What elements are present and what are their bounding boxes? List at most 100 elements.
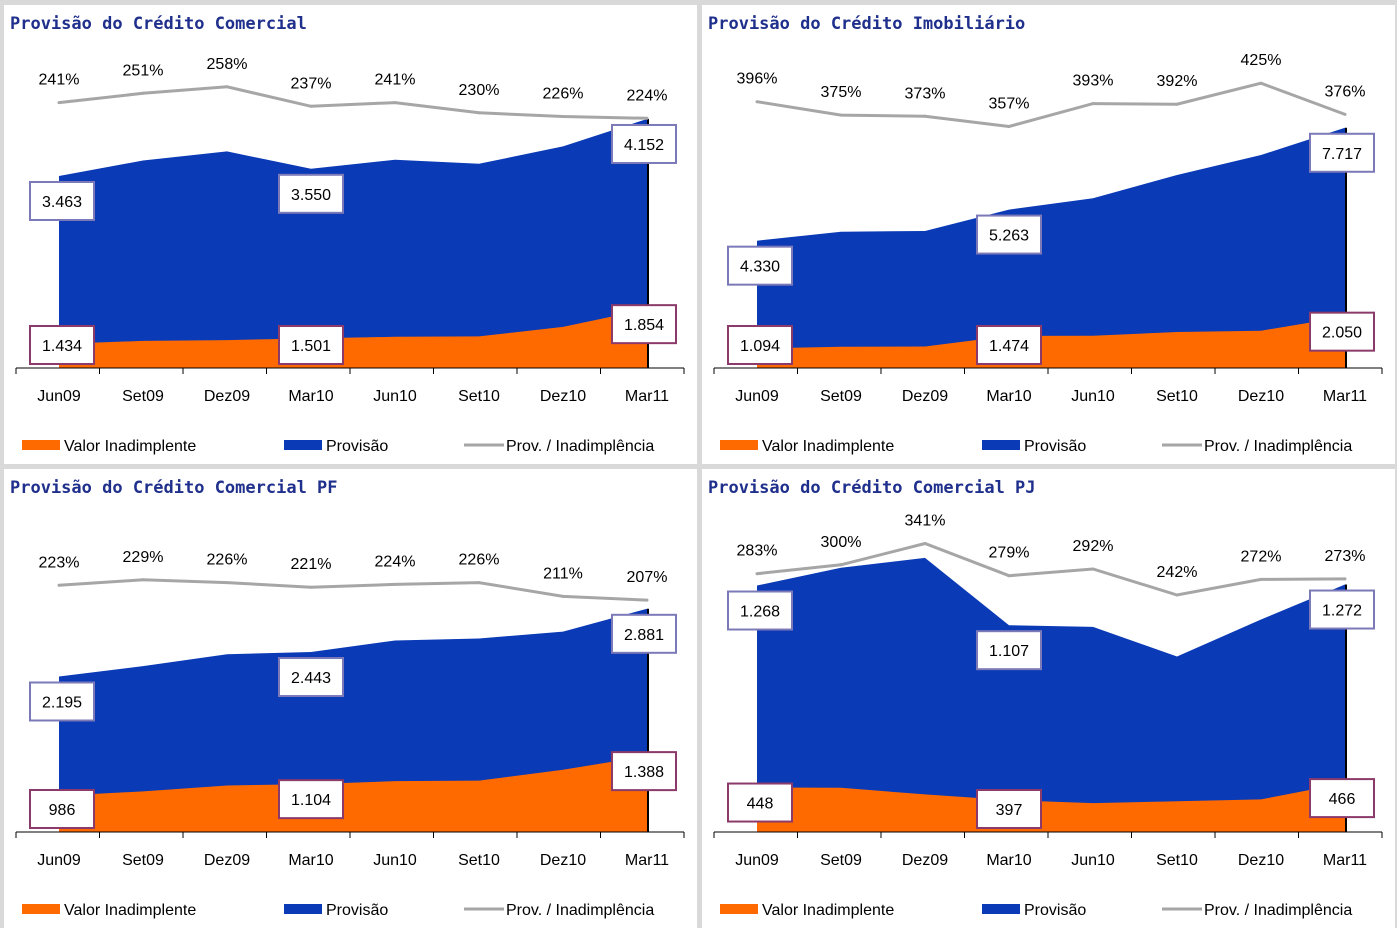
provisao-data-label: 1.272 [1309,589,1375,630]
valor-data-label-box [611,304,677,345]
valor-data-label-box [1309,311,1375,352]
legend-valor-swatch [22,440,60,450]
provisao-data-label-box [727,590,793,631]
ratio-point [477,111,481,115]
valor-data-label-text: 448 [747,796,774,813]
ratio-point [477,581,481,585]
provisao-data-label-box [976,214,1042,255]
legend-ratio-label: Prov. / Inadimplência [506,438,654,455]
ratio-data-label: 292% [1073,538,1114,555]
legend-valor-label: Valor Inadimplente [64,438,196,455]
ratio-data-label: 272% [1241,548,1282,565]
ratio-point [645,598,649,602]
ratio-data-label: 425% [1241,52,1282,69]
x-tick-label: Jun10 [1071,852,1115,869]
x-tick-label: Set09 [820,852,862,869]
chart-panel-imobiliario: Provisão do Crédito Imobiliário Jun09 Set0… [702,5,1395,464]
x-tick-label: Set10 [1156,388,1198,405]
ratio-point [1343,112,1347,116]
provisao-data-label-box [29,681,95,722]
ratio-point [1259,81,1263,85]
ratio-data-label: 392% [1157,73,1198,90]
ratio-data-label: 224% [375,553,416,570]
x-tick-label: Mar11 [625,852,669,869]
ratio-data-label: 241% [39,72,80,89]
legend-valor-label: Valor Inadimplente [762,902,894,919]
valor-data-label-text: 466 [1329,791,1356,808]
ratio-data-label: 283% [737,543,778,560]
x-tick-label: Mar11 [1323,388,1367,405]
x-tick-label: Jun10 [1071,388,1115,405]
valor-data-label-box [976,789,1042,829]
provisao-data-label-text: 1.272 [1322,603,1362,620]
x-tick-label: Set09 [122,388,164,405]
ratio-data-label: 258% [207,56,248,73]
ratio-data-label: 357% [989,96,1030,113]
provisao-data-label-text: 2.881 [624,627,664,644]
valor-data-label: 986 [29,789,95,829]
valor-data-label: 1.854 [611,304,677,345]
x-tick-label: Mar10 [288,388,333,405]
x-tick-label: Set10 [1156,852,1198,869]
valor-data-label: 2.050 [1309,311,1375,352]
provisao-data-label: 2.443 [278,657,344,698]
x-tick-label: Jun09 [735,388,779,405]
ratio-data-label: 393% [1073,73,1114,90]
ratio-data-label: 229% [123,549,164,566]
ratio-data-label: 207% [627,569,668,586]
x-tick-label: Mar10 [986,852,1031,869]
ratio-data-label: 223% [39,554,80,571]
ratio-point [1007,125,1011,128]
x-tick-label: Jun09 [37,388,81,405]
x-tick-label: Set10 [458,388,500,405]
valor-data-label-box [29,789,95,829]
x-tick-label: Mar10 [986,388,1031,405]
ratio-data-label: 241% [375,72,416,89]
legend-provisao-label: Provisão [326,902,388,919]
provisao-data-label: 3.550 [278,173,344,214]
ratio-point [57,583,61,587]
ratio-data-label: 226% [207,552,248,569]
provisao-data-label-box [278,657,344,698]
ratio-data-label: 211% [543,565,583,582]
ratio-point [1175,102,1179,106]
ratio-point [1007,574,1011,578]
x-tick-label: Dez09 [902,852,948,869]
provisao-data-label-text: 3.550 [291,187,331,204]
legend-valor-swatch [720,440,758,450]
valor-inadimplente-area [59,756,647,832]
x-tick-label: Mar10 [288,852,333,869]
ratio-point [755,100,759,104]
valor-data-label-box [727,325,793,365]
ratio-point [755,572,759,576]
chart-title: Provisão do Crédito Comercial [10,14,307,34]
ratio-data-label: 375% [821,84,862,101]
x-tick-label: Dez09 [902,388,948,405]
valor-data-label: 1.474 [976,325,1042,365]
provisao-data-label-text: 1.107 [989,643,1029,660]
chart-svg-comercial-pj: Provisão do Crédito Comercial PJ Jun09 Set… [708,478,1383,919]
legend-provisao-label: Provisão [1024,438,1086,455]
ratio-data-label: 251% [123,62,164,79]
ratio-data-label: 396% [737,71,778,88]
ratio-data-label: 341% [905,513,946,530]
x-tick-label: Set09 [122,852,164,869]
legend-provisao-swatch [982,904,1020,914]
ratio-point [1343,577,1347,581]
valor-data-label-box [976,325,1042,365]
ratio-point [225,85,229,89]
valor-data-label-text: 1.104 [291,792,331,809]
ratio-point [393,101,397,105]
ratio-point [57,101,61,105]
provisao-area [757,127,1345,368]
provisao-data-label-text: 2.443 [291,670,331,687]
valor-data-label-box [611,751,677,792]
ratio-point [141,91,145,95]
x-tick-label: Dez09 [204,388,250,405]
x-tick-label: Mar11 [1323,852,1367,869]
legend-valor-swatch [22,904,60,914]
valor-data-label-text: 1.474 [989,338,1029,355]
chart-title: Provisão do Crédito Imobiliário [708,14,1025,34]
valor-data-label-box [1309,778,1375,819]
valor-data-label: 1.501 [278,325,344,365]
